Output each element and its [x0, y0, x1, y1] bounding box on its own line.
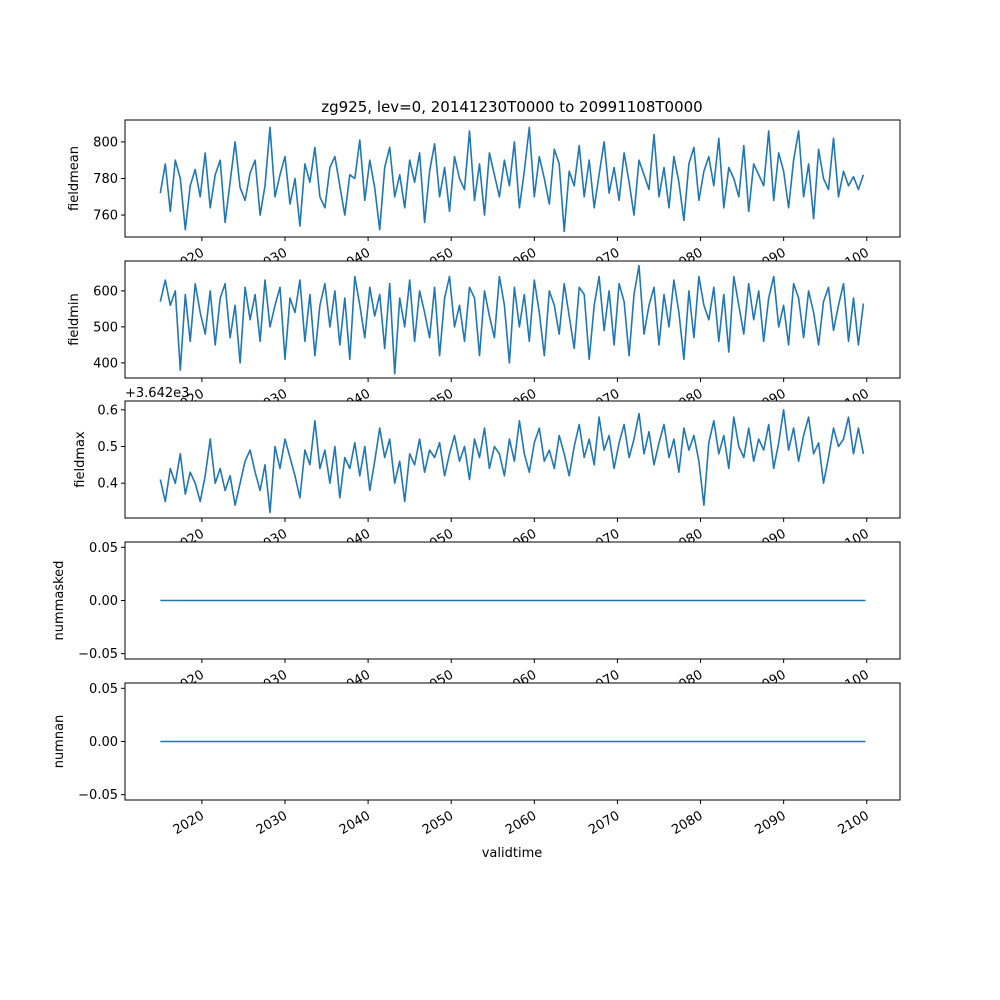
y-axis-label: fieldmax: [73, 431, 88, 488]
y-tick-label: 760: [93, 209, 118, 224]
y-axis-label: fieldmean: [67, 146, 82, 211]
series-line-fieldmean: [159, 126, 865, 233]
plot-area: [125, 401, 900, 518]
y-tick-label: 0.5: [97, 440, 118, 455]
y-tick-label: 0.6: [97, 403, 118, 418]
y-tick-label: 500: [93, 320, 118, 335]
y-offset-text: +3.642e3: [125, 386, 189, 401]
axes-frame: [124, 400, 901, 519]
y-tick-label: 0.05: [89, 541, 118, 556]
series-line-fieldmax: [159, 408, 865, 514]
y-tick-label: 780: [93, 172, 118, 187]
series-line-fieldmin: [159, 264, 865, 375]
x-axis-label: validtime: [482, 846, 543, 861]
y-tick-label: 600: [93, 284, 118, 299]
y-tick-label: 0.00: [89, 594, 118, 609]
axes-frame: [124, 260, 901, 379]
chart-title: zg925, lev=0, 20141230T0000 to 20991108T…: [321, 98, 702, 116]
y-axis-label: fieldmin: [67, 293, 82, 346]
y-tick-label: −0.05: [78, 788, 118, 803]
y-tick-label: 800: [93, 135, 118, 150]
y-tick-label: −0.05: [78, 647, 118, 662]
y-tick-label: 0.00: [89, 735, 118, 750]
y-tick-label: 400: [93, 356, 118, 371]
y-tick-label: 0.4: [97, 477, 118, 492]
y-axis-label: nummasked: [52, 561, 67, 641]
y-tick-label: 0.05: [89, 682, 118, 697]
plot-area: [125, 120, 900, 237]
y-axis-label: numnan: [52, 715, 67, 769]
